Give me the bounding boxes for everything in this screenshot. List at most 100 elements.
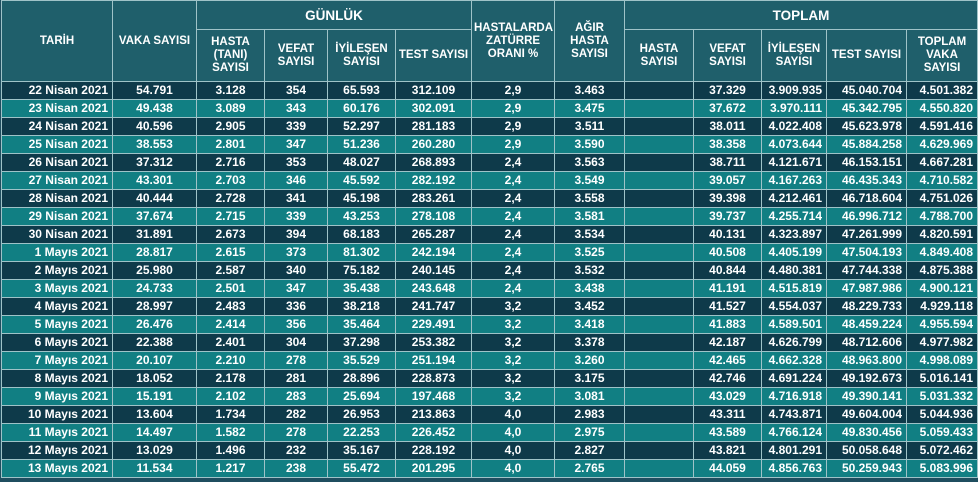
zaturre-cell: 4,0: [471, 423, 555, 442]
agir-hasta-cell: 3.081: [554, 387, 625, 406]
header-group-row: TARİH VAKA SAYISI GÜNLÜK HASTALARDA ZATÜ…: [1, 0, 978, 82]
test-toplam-cell: 48.459.224: [826, 315, 907, 334]
table-row: 9 Mayıs 2021 15.191 2.102 283 25.694 197.468 3…: [1, 387, 978, 406]
date-cell: 2 Mayıs 2021: [1, 261, 113, 280]
test-toplam-cell: 49.604.004: [826, 405, 907, 424]
zaturre-cell: 2,9: [471, 117, 555, 136]
iyilesen-toplam-cell: 4.662.328: [761, 351, 827, 370]
iyilesen-toplam-cell: 4.480.381: [761, 261, 827, 280]
hasta-toplam-cell: [624, 243, 694, 262]
date-cell: 27 Nisan 2021: [1, 171, 113, 190]
header-zaturre-orani: HASTALARDA ZATÜRRE ORANI %: [471, 0, 555, 82]
toplam-vaka-cell: 5.031.332: [905, 387, 978, 406]
vefat-toplam-cell: 41.191: [693, 279, 762, 298]
iyilesen-gunluk-cell: 35.464: [327, 315, 396, 334]
hasta-toplam-cell: [624, 279, 694, 298]
iyilesen-toplam-cell: 4.766.124: [761, 423, 827, 442]
table-row: 5 Mayıs 2021 26.476 2.414 356 35.464 229.491 3…: [1, 315, 978, 334]
vaka-cell: 38.553: [112, 135, 197, 154]
date-cell: 13 Mayıs 2021: [1, 459, 113, 478]
header-toplam: TOPLAM: [623, 0, 978, 30]
vaka-cell: 18.052: [112, 369, 197, 388]
zaturre-cell: 2,9: [471, 135, 555, 154]
iyilesen-gunluk-cell: 48.027: [327, 153, 396, 172]
agir-hasta-cell: 3.418: [554, 315, 625, 334]
vaka-cell: 40.596: [112, 117, 197, 136]
table-row: 10 Mayıs 2021 13.604 1.734 282 26.953 213.863…: [1, 405, 978, 424]
header-test-toplam: TEST SAYISI: [826, 29, 907, 82]
date-cell: 1 Mayıs 2021: [1, 243, 113, 262]
vefat-toplam-cell: 38.711: [693, 153, 762, 172]
date-cell: 12 Mayıs 2021: [1, 441, 113, 460]
vefat-gunluk-cell: 238: [264, 459, 328, 478]
vaka-cell: 37.674: [112, 207, 197, 226]
table-row: 6 Mayıs 2021 22.388 2.401 304 37.298 253.382 3…: [1, 333, 978, 352]
date-cell: 9 Mayıs 2021: [1, 387, 113, 406]
header-sub-row: HASTA (TANI) SAYISI VEFAT SAYISI İYİLEŞE…: [2, 29, 978, 82]
date-cell: 10 Mayıs 2021: [1, 405, 113, 424]
vaka-cell: 11.534: [112, 459, 197, 478]
iyilesen-gunluk-cell: 35.438: [327, 279, 396, 298]
toplam-vaka-cell: 4.977.982: [905, 333, 978, 352]
iyilesen-toplam-cell: 4.515.819: [761, 279, 827, 298]
toplam-vaka-cell: 4.849.408: [905, 243, 978, 262]
test-gunluk-cell: 226.452: [395, 423, 472, 442]
test-gunluk-cell: 213.863: [395, 405, 472, 424]
toplam-vaka-cell: 4.751.026: [905, 189, 978, 208]
toplam-vaka-cell: 4.955.594: [905, 315, 978, 334]
vefat-gunluk-cell: 347: [264, 135, 328, 154]
vaka-cell: 13.604: [112, 405, 197, 424]
date-cell: 29 Nisan 2021: [1, 207, 113, 226]
test-gunluk-cell: 229.491: [395, 315, 472, 334]
vefat-toplam-cell: 40.844: [693, 261, 762, 280]
table-row: 2 Mayıs 2021 25.980 2.587 340 75.182 240.145 2…: [1, 261, 978, 280]
table-row: 27 Nisan 2021 43.301 2.703 346 45.592 282.192…: [1, 171, 978, 190]
iyilesen-gunluk-cell: 38.218: [327, 297, 396, 316]
iyilesen-gunluk-cell: 65.593: [327, 81, 396, 100]
vefat-gunluk-cell: 353: [264, 153, 328, 172]
iyilesen-toplam-cell: 4.856.763: [761, 459, 827, 478]
iyilesen-toplam-cell: 4.167.263: [761, 171, 827, 190]
test-gunluk-cell: 253.382: [395, 333, 472, 352]
test-toplam-cell: 46.435.343: [826, 171, 907, 190]
test-gunluk-cell: 241.747: [395, 297, 472, 316]
test-toplam-cell: 45.623.978: [826, 117, 907, 136]
header-iyilesen-toplam: İYİLEŞEN SAYISI: [761, 29, 827, 82]
hasta-toplam-cell: [624, 423, 694, 442]
vaka-cell: 20.107: [112, 351, 197, 370]
vefat-gunluk-cell: 341: [264, 189, 328, 208]
test-toplam-cell: 49.192.673: [826, 369, 907, 388]
hasta-tani-cell: 2.102: [196, 387, 265, 406]
zaturre-cell: 2,4: [471, 243, 555, 262]
iyilesen-gunluk-cell: 26.953: [327, 405, 396, 424]
agir-hasta-cell: 3.175: [554, 369, 625, 388]
vefat-gunluk-cell: 347: [264, 279, 328, 298]
hasta-tani-cell: 2.715: [196, 207, 265, 226]
iyilesen-gunluk-cell: 81.302: [327, 243, 396, 262]
hasta-tani-cell: 2.483: [196, 297, 265, 316]
date-cell: 24 Nisan 2021: [1, 117, 113, 136]
hasta-tani-cell: 1.496: [196, 441, 265, 460]
zaturre-cell: 2,9: [471, 99, 555, 118]
vefat-toplam-cell: 44.059: [693, 459, 762, 478]
date-cell: 4 Mayıs 2021: [1, 297, 113, 316]
test-gunluk-cell: 240.145: [395, 261, 472, 280]
test-gunluk-cell: 197.468: [395, 387, 472, 406]
date-cell: 3 Mayıs 2021: [1, 279, 113, 298]
hasta-toplam-cell: [624, 117, 694, 136]
toplam-vaka-cell: 4.501.382: [905, 81, 978, 100]
iyilesen-toplam-cell: 4.743.871: [761, 405, 827, 424]
zaturre-cell: 3,2: [471, 315, 555, 334]
agir-hasta-cell: 3.525: [554, 243, 625, 262]
header-gunluk: GÜNLÜK: [196, 0, 472, 30]
vefat-toplam-cell: 42.465: [693, 351, 762, 370]
hasta-toplam-cell: [624, 459, 694, 478]
toplam-vaka-cell: 4.900.121: [905, 279, 978, 298]
test-gunluk-cell: 282.192: [395, 171, 472, 190]
table-row: 23 Nisan 2021 49.438 3.089 343 60.176 302.091…: [1, 99, 978, 118]
iyilesen-gunluk-cell: 43.253: [327, 207, 396, 226]
date-cell: 22 Nisan 2021: [1, 81, 113, 100]
date-cell: 7 Mayıs 2021: [1, 351, 113, 370]
date-cell: 26 Nisan 2021: [1, 153, 113, 172]
date-cell: 5 Mayıs 2021: [1, 315, 113, 334]
